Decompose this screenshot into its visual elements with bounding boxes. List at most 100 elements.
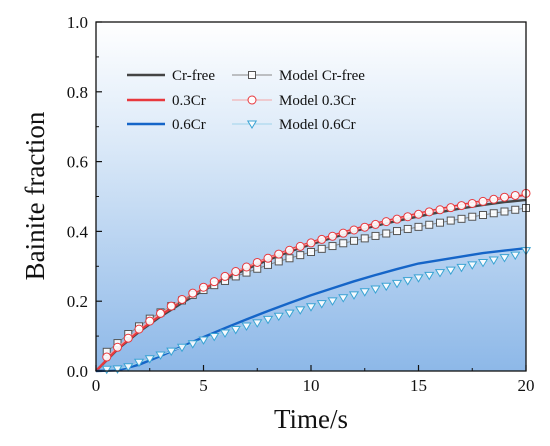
data-point bbox=[403, 224, 412, 233]
legend-marker bbox=[246, 120, 258, 129]
data-point bbox=[488, 256, 499, 265]
data-point bbox=[371, 219, 380, 229]
y-axis-title: Bainite fraction bbox=[20, 111, 50, 280]
data-point bbox=[381, 217, 391, 227]
data-point bbox=[500, 192, 509, 202]
data-point bbox=[156, 308, 165, 318]
data-point bbox=[296, 251, 305, 260]
data-point bbox=[360, 222, 370, 232]
data-point bbox=[144, 355, 155, 364]
legend: Cr-free 0.3Cr 0.6Cr Model Cr-free Model 0.3C… bbox=[127, 68, 365, 133]
series-model-0-3cr bbox=[102, 188, 531, 362]
data-point bbox=[328, 242, 337, 251]
legend-label: 0.3Cr bbox=[172, 93, 206, 109]
data-point bbox=[446, 216, 455, 225]
data-point bbox=[274, 257, 283, 266]
data-point bbox=[477, 258, 489, 268]
x-tick-label: 5 bbox=[199, 376, 208, 395]
data-point bbox=[500, 207, 509, 216]
data-point bbox=[305, 303, 317, 312]
legend-marker bbox=[248, 71, 256, 79]
data-point bbox=[155, 351, 166, 360]
legend-label: Cr-free bbox=[172, 68, 215, 84]
data-point bbox=[316, 300, 327, 309]
data-point bbox=[468, 212, 477, 221]
data-point bbox=[382, 229, 391, 238]
data-point bbox=[295, 241, 305, 251]
data-point bbox=[425, 220, 434, 229]
x-axis-title: Time/s bbox=[274, 404, 348, 434]
data-point bbox=[403, 212, 413, 222]
data-point bbox=[393, 227, 401, 236]
data-point bbox=[123, 363, 134, 372]
data-point bbox=[370, 285, 381, 294]
data-point bbox=[230, 325, 241, 335]
data-point bbox=[489, 209, 498, 218]
y-tick-label: 0.2 bbox=[67, 292, 88, 311]
data-point bbox=[424, 207, 434, 217]
x-tick-label: 15 bbox=[410, 376, 427, 395]
data-point bbox=[231, 267, 241, 277]
data-point bbox=[339, 239, 348, 248]
data-point bbox=[371, 231, 380, 240]
data-point bbox=[350, 236, 358, 245]
data-point bbox=[307, 247, 315, 256]
data-point bbox=[392, 214, 402, 224]
data-point bbox=[101, 365, 112, 375]
data-point bbox=[424, 271, 435, 281]
data-point bbox=[274, 249, 284, 259]
data-point bbox=[134, 324, 144, 334]
data-point bbox=[510, 251, 521, 261]
data-point bbox=[285, 254, 294, 263]
data-point bbox=[123, 333, 133, 343]
data-point bbox=[188, 288, 198, 298]
legend-label: 0.6Cr bbox=[172, 117, 206, 133]
data-point bbox=[511, 205, 520, 214]
data-point bbox=[306, 238, 316, 248]
data-point bbox=[317, 244, 326, 253]
data-point bbox=[166, 301, 176, 311]
data-point bbox=[113, 342, 122, 352]
data-point bbox=[220, 271, 230, 281]
data-point bbox=[359, 288, 370, 297]
data-point bbox=[219, 329, 231, 338]
y-tick-label: 1.0 bbox=[67, 13, 88, 32]
data-point bbox=[436, 218, 444, 227]
data-point bbox=[252, 257, 262, 267]
legend-marker bbox=[247, 95, 257, 105]
series-line bbox=[106, 250, 527, 370]
data-point bbox=[413, 274, 424, 283]
data-point bbox=[348, 291, 360, 300]
x-tick-label: 10 bbox=[303, 376, 320, 395]
data-point bbox=[381, 282, 392, 292]
legend-label: Model 0.6Cr bbox=[279, 117, 356, 133]
data-point bbox=[177, 294, 187, 304]
data-point bbox=[145, 316, 155, 326]
data-point bbox=[499, 254, 510, 263]
series-model-0-6cr bbox=[101, 247, 532, 375]
data-point bbox=[467, 261, 478, 270]
data-point bbox=[166, 347, 177, 357]
legend-label: Model 0.3Cr bbox=[279, 93, 356, 109]
data-point bbox=[391, 279, 403, 289]
data-point bbox=[434, 269, 446, 278]
data-point bbox=[327, 297, 338, 306]
y-tick-label: 0.4 bbox=[67, 222, 89, 241]
data-point bbox=[479, 210, 487, 219]
data-point bbox=[295, 306, 306, 315]
data-point bbox=[133, 358, 145, 368]
data-point bbox=[510, 190, 520, 200]
data-point bbox=[262, 315, 274, 325]
data-point bbox=[467, 198, 477, 208]
data-point bbox=[102, 352, 112, 362]
data-point bbox=[402, 277, 413, 286]
data-point bbox=[241, 322, 252, 331]
data-point bbox=[328, 231, 337, 241]
y-tick-label: 0.6 bbox=[67, 153, 88, 172]
data-point bbox=[284, 309, 295, 319]
data-point bbox=[317, 234, 327, 244]
data-point bbox=[457, 201, 466, 211]
x-tick-label: 0 bbox=[92, 376, 101, 395]
data-point bbox=[414, 209, 423, 219]
data-point bbox=[285, 245, 294, 255]
